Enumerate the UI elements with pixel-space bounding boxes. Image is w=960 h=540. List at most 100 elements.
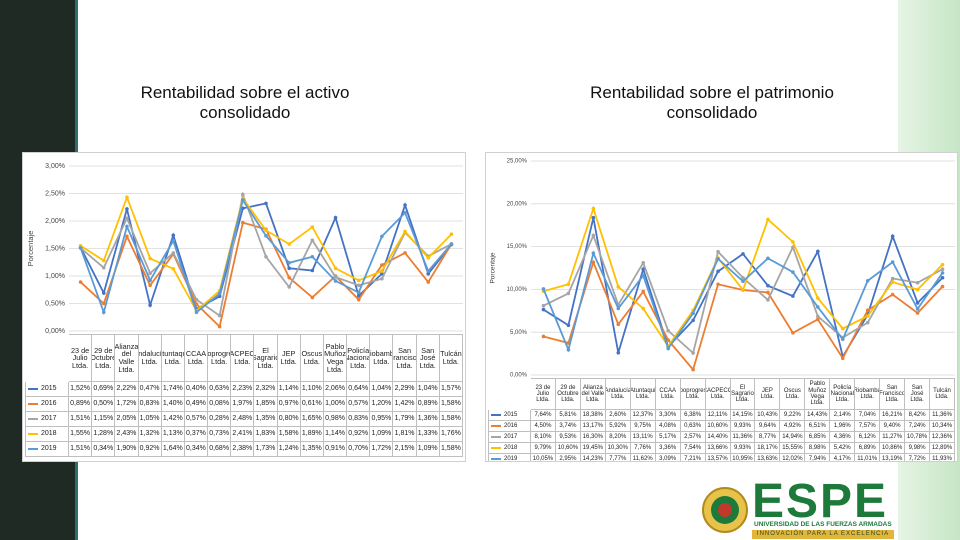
data-label: 12,36% — [930, 432, 955, 443]
data-label: 0,64% — [347, 382, 371, 397]
legend-label: 2017 — [504, 433, 518, 440]
data-label: 2,23% — [231, 382, 255, 397]
point — [741, 288, 745, 292]
point — [148, 283, 152, 288]
y-tick-label: 3,00% — [45, 163, 65, 170]
data-label: 14,94% — [780, 432, 806, 443]
y-tick-label: 0,00% — [510, 373, 528, 379]
data-label: 3,09% — [656, 454, 681, 461]
point — [591, 233, 596, 238]
data-label: 14,43% — [805, 410, 831, 421]
data-label: 2,29% — [393, 382, 417, 397]
point — [356, 283, 361, 288]
point — [125, 207, 129, 211]
point — [171, 233, 176, 238]
point — [194, 310, 199, 315]
data-label: 7,77% — [606, 454, 631, 461]
data-label: 1,74% — [161, 382, 185, 397]
data-label: 3,36% — [655, 443, 681, 454]
point — [741, 275, 745, 280]
data-label: 1,73% — [254, 442, 278, 457]
table-header: JEP Ltda. — [277, 334, 301, 382]
legend-entry: 2017 — [25, 412, 69, 427]
data-label: 13,11% — [630, 432, 656, 443]
data-label: 1,28% — [92, 427, 116, 442]
legend-label: 2017 — [41, 415, 57, 423]
legend-entry: 2015 — [25, 382, 69, 397]
data-label: 1,42% — [393, 397, 417, 412]
data-label: 15,55% — [780, 443, 806, 454]
data-label: 1,72% — [370, 442, 394, 457]
table-header: 23 de Julio Ltda. — [531, 378, 556, 410]
y-tick-label: 5,00% — [510, 330, 528, 336]
point — [171, 251, 176, 255]
table-header: San José Ltda. — [416, 334, 440, 382]
data-label: 9,93% — [730, 443, 756, 454]
data-label: 1,35% — [254, 412, 278, 427]
legend-label: 2016 — [41, 400, 57, 408]
data-label: 2,05% — [115, 412, 139, 427]
data-label: 0,57% — [184, 412, 209, 427]
point — [566, 282, 571, 287]
point — [716, 257, 720, 261]
table-header: CACPECO Ltda. — [231, 334, 255, 382]
legend-swatch — [491, 414, 501, 416]
point — [264, 201, 268, 206]
legend-swatch — [28, 433, 38, 435]
data-label: 1,52% — [69, 382, 93, 397]
table-header: Andalucía Ltda. — [605, 378, 631, 410]
point — [666, 338, 670, 342]
point — [101, 291, 106, 295]
table-header: Atuntaqui Ltda. — [630, 378, 656, 410]
point — [890, 276, 895, 281]
y-tick-label: 0,00% — [45, 328, 65, 335]
data-label: 2,32% — [254, 382, 278, 397]
point — [791, 245, 795, 249]
y-tick-label: 2,00% — [45, 218, 65, 225]
table-header: Pablo Muñoz Vega Ltda. — [805, 378, 831, 410]
data-label: 10,43% — [755, 410, 781, 421]
point — [766, 217, 770, 222]
data-label: 0,69% — [92, 382, 116, 397]
point — [566, 291, 571, 296]
data-label: 1,36% — [416, 412, 440, 427]
y-tick-label: 20,00% — [507, 201, 528, 207]
table-header: CCAA Ltda. — [655, 378, 681, 410]
data-label: 1,32% — [138, 427, 162, 442]
table-header: El Sagrario Ltda. — [730, 378, 756, 410]
data-label: 2,48% — [231, 412, 255, 427]
table-header: 29 de Octubre Ltda. — [555, 378, 581, 410]
data-label: 2,95% — [556, 454, 581, 461]
point — [816, 249, 820, 254]
legend-swatch — [28, 448, 38, 450]
point — [691, 351, 695, 355]
point — [101, 301, 106, 306]
point — [264, 228, 268, 233]
data-label: 11,27% — [880, 432, 906, 443]
logo-name: ESPE — [752, 475, 889, 528]
table-header: Riobamba Ltda. — [855, 378, 881, 410]
point — [403, 251, 407, 255]
point — [125, 216, 129, 221]
data-label: 1,20% — [370, 397, 394, 412]
data-label: 1,97% — [231, 397, 255, 412]
data-label: 2,15% — [393, 442, 417, 457]
point — [310, 268, 315, 273]
data-label: 6,89% — [855, 443, 881, 454]
point — [591, 206, 596, 211]
point — [890, 234, 895, 239]
point — [125, 195, 129, 200]
point — [264, 254, 268, 259]
point — [148, 256, 152, 261]
point — [125, 224, 129, 229]
point — [171, 267, 176, 271]
data-label: 11,36% — [930, 410, 955, 421]
data-label: 0,61% — [300, 397, 324, 412]
data-label: 13,19% — [880, 454, 906, 461]
point — [666, 328, 670, 333]
data-label: 0,89% — [416, 397, 440, 412]
point — [217, 313, 222, 318]
point — [915, 280, 920, 285]
chart-title: Rentabilidad sobre el patrimonio consoli… — [590, 83, 834, 122]
data-label: 1,04% — [416, 382, 440, 397]
